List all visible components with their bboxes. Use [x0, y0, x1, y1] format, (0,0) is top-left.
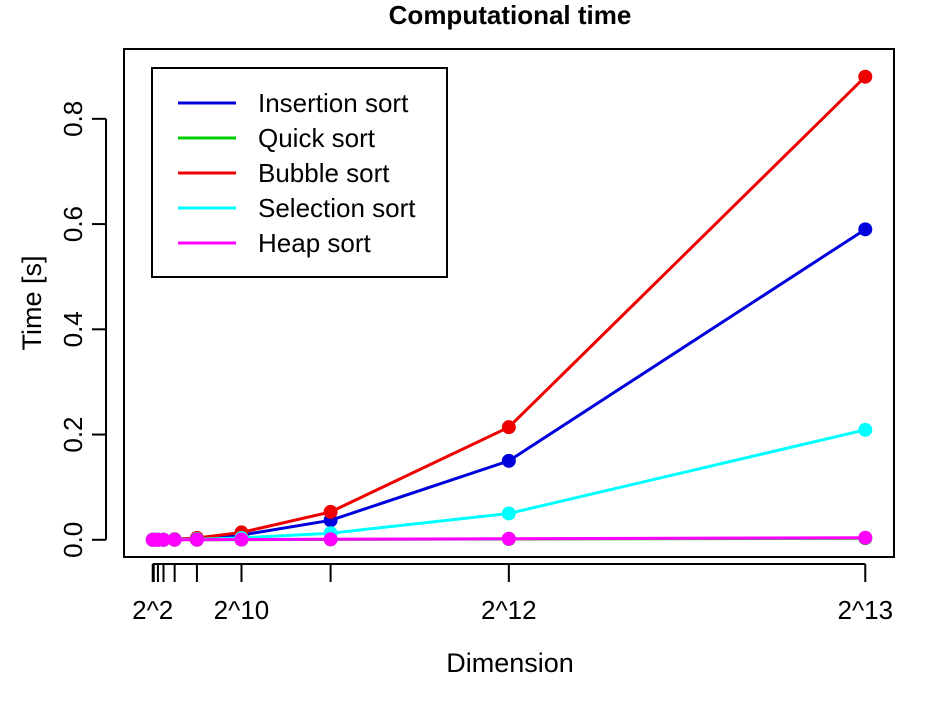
data-point: [858, 69, 873, 84]
data-point: [501, 531, 516, 546]
data-point: [501, 506, 516, 521]
data-point: [858, 222, 873, 237]
legend-label: Bubble sort: [258, 158, 390, 188]
series-layer: [145, 69, 873, 547]
data-point: [156, 532, 171, 547]
x-tick-label: 2^10: [214, 595, 270, 625]
data-point: [234, 532, 249, 547]
x-tick-label: 2^12: [481, 595, 537, 625]
data-point: [501, 453, 516, 468]
data-point: [501, 420, 516, 435]
plot-frame: [123, 48, 895, 558]
y-axis: 0.0 0.2 0.4 0.6 0.8: [58, 101, 107, 558]
legend-label: Heap sort: [258, 228, 371, 258]
x-axis: 2^2 2^10 2^12 2^13: [132, 563, 893, 625]
y-tick-label: 0.4: [58, 311, 88, 347]
data-point: [323, 532, 338, 547]
data-point: [189, 532, 204, 547]
series-heap-sort: [145, 530, 873, 547]
legend-label: Selection sort: [258, 193, 416, 223]
legend-label: Quick sort: [258, 123, 376, 153]
legend-label: Insertion sort: [258, 88, 409, 118]
data-point: [167, 532, 182, 547]
x-tick-label: 2^2: [132, 595, 173, 625]
x-axis-label: Dimension: [446, 648, 574, 678]
legend: Insertion sort Quick sort Bubble sort Selec…: [151, 67, 448, 278]
data-point: [323, 504, 338, 519]
data-point: [858, 422, 873, 437]
x-tick-label: 2^13: [837, 595, 893, 625]
chart-title: Computational time: [389, 0, 632, 30]
series-line: [152, 428, 866, 542]
data-point: [858, 530, 873, 545]
y-tick-label: 0.0: [58, 522, 88, 558]
y-tick-label: 0.8: [58, 101, 88, 137]
y-tick-label: 0.2: [58, 416, 88, 452]
y-tick-label: 0.6: [58, 206, 88, 242]
y-axis-label: Time [s]: [17, 255, 47, 350]
